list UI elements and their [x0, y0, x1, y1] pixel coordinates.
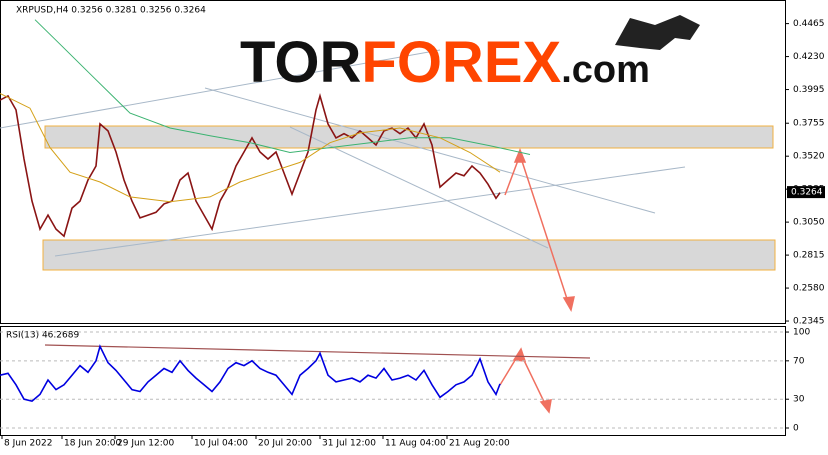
trend-lines — [0, 49, 686, 257]
x-tick-label: 11 Aug 04:00 — [385, 439, 446, 449]
series-line — [0, 93, 501, 203]
series-line — [34, 19, 531, 155]
y-tick-label: 0.2815 — [793, 251, 825, 261]
y-tick-label: 0.4465 — [793, 19, 825, 29]
logo: TORFOREX.com — [240, 30, 650, 95]
arrow-head — [562, 296, 575, 313]
y-tick-label: 100 — [793, 328, 810, 338]
logo-forex: FOREX — [361, 30, 561, 95]
last-price-label: 0.3264 — [791, 188, 823, 198]
y-tick-label: 0.3755 — [793, 119, 825, 129]
forecast-arrows — [499, 148, 575, 414]
trend-line — [54, 166, 686, 257]
y-tick-label: 0.2345 — [793, 317, 825, 327]
x-tick-label: 31 Jul 12:00 — [322, 439, 376, 449]
x-tick-label: 29 Jun 12:00 — [117, 439, 174, 449]
y-tick-label: 0.4230 — [793, 52, 825, 62]
logo-bull — [615, 15, 700, 50]
arrow-head — [513, 148, 527, 163]
y-tick-label: 0.3995 — [793, 85, 825, 95]
arrow-head — [539, 399, 552, 414]
x-tick-label: 20 Jul 20:00 — [258, 439, 312, 449]
last-price-box — [787, 186, 825, 199]
series-line — [0, 92, 501, 238]
y-tick-label: 0.3520 — [793, 152, 825, 162]
x-tick-label: 10 Jul 04:00 — [194, 439, 248, 449]
logo-com: .com — [561, 49, 650, 91]
y-tick-label: 0 — [793, 423, 799, 433]
y-tick-label: 0.3050 — [793, 218, 825, 228]
rsi-panel — [0, 326, 786, 436]
rsi-trend-line — [44, 344, 591, 359]
rsi-header: RSI(13) 46.2689 — [6, 331, 79, 341]
trend-line — [0, 49, 441, 129]
x-tick-label: 8 Jun 2022 — [4, 439, 52, 449]
arrow-head — [512, 347, 527, 362]
x-tick-label: 21 Aug 20:00 — [449, 439, 510, 449]
trend-line — [204, 87, 656, 214]
price-header: XRPUSD,H4 0.3256 0.3281 0.3256 0.3264 — [16, 6, 206, 16]
series-line — [0, 344, 501, 402]
logo-tor: TOR — [240, 30, 361, 95]
y-tick-label: 30 — [793, 395, 805, 405]
support-zone — [42, 239, 776, 271]
y-tick-label: 0.2580 — [793, 284, 825, 294]
y-tick-label: 70 — [793, 356, 805, 366]
x-tick-label: 18 Jun 20:00 — [64, 439, 121, 449]
